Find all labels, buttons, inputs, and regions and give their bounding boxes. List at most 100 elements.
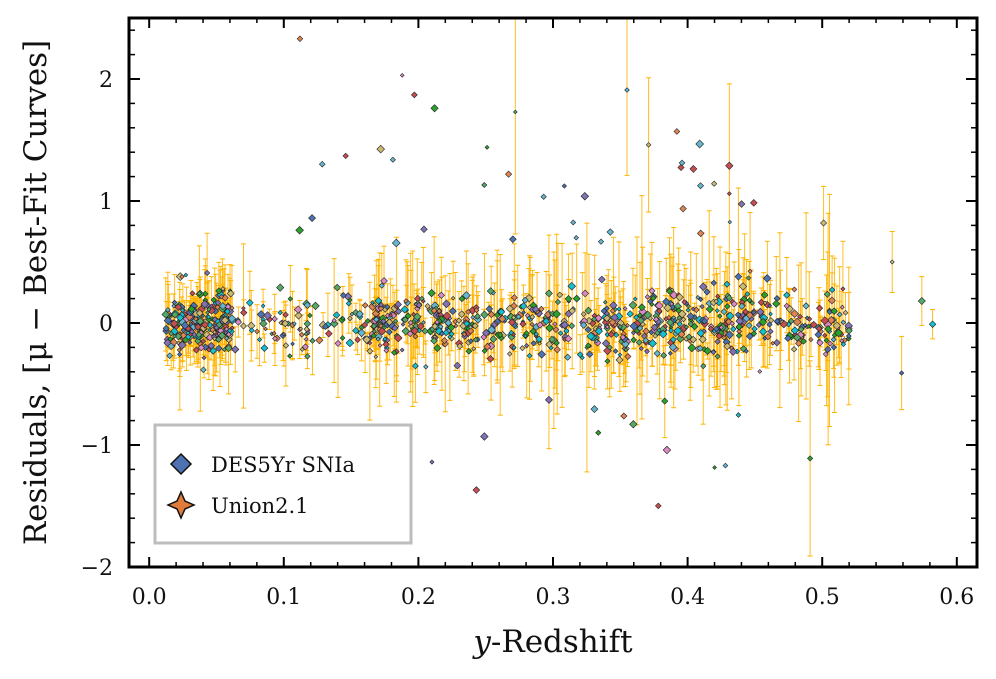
- data-point: [735, 323, 743, 331]
- data-point: [367, 340, 373, 346]
- data-point: [206, 346, 212, 353]
- data-point: [802, 302, 810, 310]
- data-point: [444, 319, 453, 327]
- data-point: [797, 313, 803, 320]
- data-point: [171, 310, 179, 319]
- data-point: [293, 305, 303, 314]
- data-point: [204, 269, 211, 277]
- data-point: [282, 311, 289, 318]
- data-point: [807, 455, 814, 462]
- data-point: [378, 323, 384, 329]
- data-point: [458, 295, 466, 303]
- data-point: [524, 343, 530, 349]
- data-point: [642, 337, 650, 344]
- data-point: [662, 445, 672, 455]
- data-point: [207, 341, 216, 350]
- data-point: [620, 412, 628, 420]
- data-point: [570, 219, 577, 226]
- data-point: [594, 314, 603, 322]
- data-point: [607, 330, 615, 338]
- data-point: [792, 333, 802, 342]
- data-point: [713, 298, 719, 304]
- data-point: [529, 327, 537, 335]
- data-point: [750, 330, 758, 337]
- data-point: [586, 331, 596, 341]
- data-point: [567, 281, 577, 291]
- data-point: [487, 310, 495, 318]
- data-point: [345, 338, 355, 348]
- data-point: [177, 340, 187, 350]
- data-point: [585, 350, 594, 358]
- data-point: [380, 277, 388, 285]
- data-point: [162, 324, 170, 332]
- data-point: [756, 307, 765, 317]
- data-point: [635, 339, 643, 346]
- y-tick-label: 1: [99, 190, 113, 215]
- data-point: [537, 350, 546, 359]
- data-point: [653, 349, 661, 357]
- data-point: [725, 161, 734, 170]
- data-point: [408, 323, 414, 330]
- legend-marker-union-star-icon: [166, 490, 196, 520]
- data-point: [594, 327, 603, 336]
- data-point: [431, 322, 439, 330]
- data-point: [377, 305, 385, 312]
- data-point: [822, 351, 829, 358]
- data-point: [521, 296, 529, 304]
- data-point: [629, 321, 639, 331]
- data-point: [666, 318, 675, 327]
- data-point: [309, 337, 316, 344]
- data-point: [744, 291, 751, 297]
- data-point: [734, 272, 743, 281]
- data-point: [737, 200, 746, 208]
- data-point: [420, 225, 428, 233]
- data-point: [375, 336, 381, 342]
- data-point: [529, 321, 535, 327]
- x-axis-label-italic: y: [471, 624, 491, 660]
- data-point: [412, 333, 419, 340]
- x-tick-label: 0.1: [266, 585, 301, 610]
- data-point: [248, 327, 255, 334]
- data-point: [758, 317, 768, 327]
- data-point: [696, 229, 705, 238]
- data-point: [485, 305, 494, 313]
- data-point: [272, 335, 278, 342]
- data-point: [784, 334, 792, 342]
- data-point: [347, 315, 353, 322]
- data-point: [564, 334, 573, 343]
- data-point: [545, 323, 554, 333]
- data-point: [580, 311, 587, 317]
- data-point: [202, 290, 209, 298]
- data-point: [661, 397, 669, 405]
- data-point: [201, 355, 207, 361]
- data-point: [669, 301, 675, 307]
- data-point: [497, 308, 506, 316]
- data-point: [315, 336, 324, 345]
- data-point: [480, 310, 489, 319]
- data-point: [560, 320, 569, 330]
- data-point: [699, 303, 705, 310]
- data-point: [298, 326, 303, 332]
- data-point: [472, 486, 481, 494]
- data-point: [382, 340, 390, 348]
- data-point: [510, 294, 518, 302]
- data-point: [824, 325, 833, 333]
- data-point: [762, 300, 768, 306]
- data-point: [339, 335, 346, 341]
- data-point: [229, 305, 235, 311]
- data-point: [768, 311, 773, 317]
- data-point: [462, 291, 471, 300]
- data-point: [808, 337, 814, 343]
- data-point: [839, 304, 845, 310]
- data-point: [823, 337, 830, 344]
- data-point: [508, 329, 515, 336]
- data-point: [442, 311, 452, 321]
- data-point: [480, 432, 489, 441]
- data-point: [540, 193, 547, 200]
- data-point: [590, 405, 599, 414]
- data-point: [457, 310, 466, 318]
- data-point: [294, 311, 303, 320]
- data-point: [380, 318, 387, 325]
- data-point: [683, 324, 689, 330]
